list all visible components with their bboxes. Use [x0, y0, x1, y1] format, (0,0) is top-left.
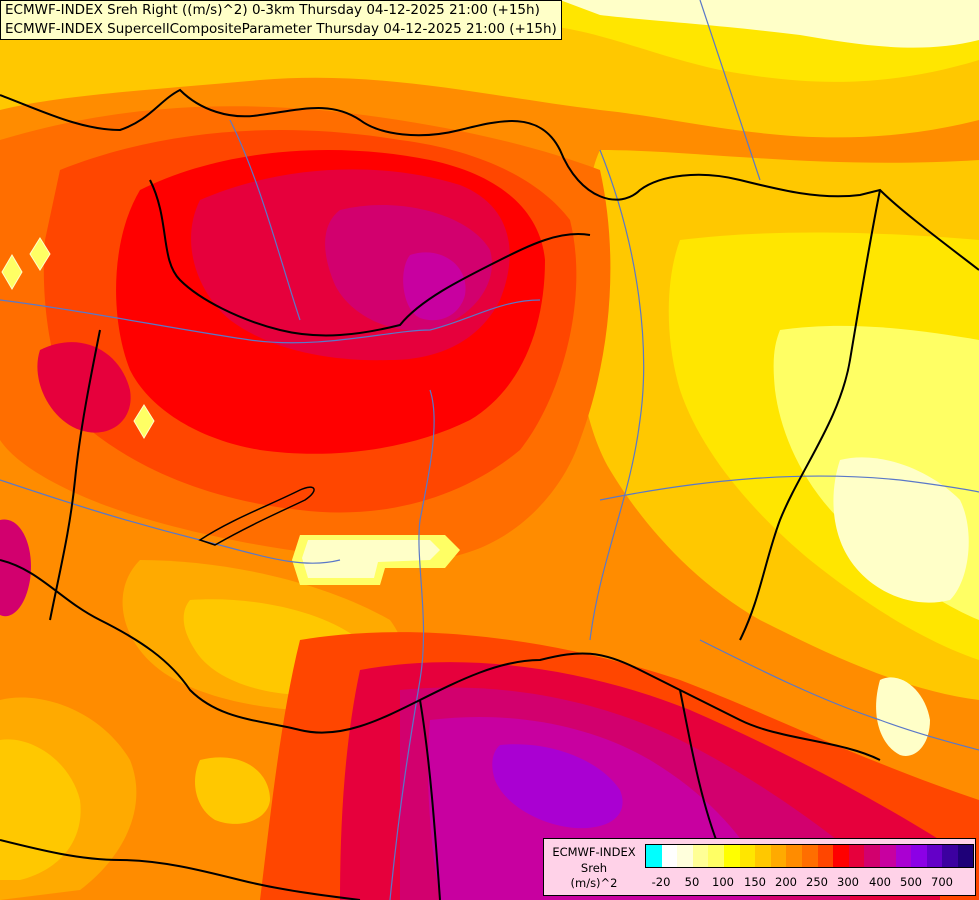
legend-swatch: [942, 845, 958, 867]
legend-tick-label: 300: [837, 875, 859, 889]
legend-swatch: [723, 845, 740, 867]
legend-swatch: [661, 845, 678, 867]
field-west-crimson: [37, 342, 131, 433]
chart-title-box: ECMWF-INDEX Sreh Right ((m/s)^2) 0-3km T…: [0, 0, 562, 40]
legend-tick-label: 150: [744, 875, 766, 889]
title-line-1: ECMWF-INDEX Sreh Right ((m/s)^2) 0-3km T…: [5, 2, 540, 18]
legend-tick-label: -20: [651, 875, 671, 889]
legend: ECMWF-INDEX Sreh (m/s)^2 -20 50 100 150 200 2…: [543, 838, 976, 896]
legend-tick-label: 100: [712, 875, 734, 889]
field-east-pale: [833, 457, 969, 603]
legend-swatch: [786, 845, 802, 867]
legend-ticks: -20 50 100 150 200 250 300 400 500 700: [645, 875, 965, 891]
legend-swatch: [957, 845, 974, 867]
legend-swatch: [692, 845, 709, 867]
field-white-blob-core: [302, 540, 440, 578]
legend-swatch: [926, 845, 943, 867]
legend-title-line2: Sreh: [580, 860, 608, 875]
legend-swatch: [833, 845, 849, 867]
legend-title-line1: ECMWF-INDEX: [552, 845, 636, 859]
scp-diamond-1: [1, 254, 23, 290]
field-purple: [403, 252, 466, 321]
legend-swatch: [817, 845, 834, 867]
legend-swatch: [646, 845, 662, 867]
legend-title: ECMWF-INDEX Sreh (m/s)^2: [546, 845, 642, 892]
legend-swatch: [895, 845, 912, 867]
legend-swatch: [755, 845, 771, 867]
legend-swatch: [677, 845, 693, 867]
country-borders: [0, 88, 979, 900]
scp-diamond-2: [29, 237, 51, 271]
legend-tick-label: 500: [900, 875, 922, 889]
title-line-2: ECMWF-INDEX SupercellCompositeParameter …: [5, 21, 557, 37]
legend-tick-label: 400: [869, 875, 891, 889]
field-s-yellow: [195, 757, 270, 824]
legend-swatch: [848, 845, 865, 867]
legend-title-line3: (m/s)^2: [570, 876, 618, 890]
legend-tick-label: 250: [806, 875, 828, 889]
legend-swatch: [911, 845, 927, 867]
legend-tick-label: 200: [775, 875, 797, 889]
scp-diamond-3: [133, 404, 155, 439]
legend-swatch: [879, 845, 896, 867]
legend-color-bar: [645, 844, 975, 868]
lake-balaton: [198, 486, 315, 546]
field-south-violet: [492, 744, 623, 829]
legend-swatch: [801, 845, 818, 867]
legend-swatch: [739, 845, 756, 867]
legend-swatch: [770, 845, 787, 867]
legend-swatch: [864, 845, 880, 867]
field-east-pale-2: [876, 677, 930, 756]
legend-tick-label: 700: [931, 875, 953, 889]
field-north-pale: [560, 0, 979, 48]
legend-tick-label: 50: [684, 875, 700, 889]
legend-swatch: [708, 845, 724, 867]
field-west-magenta: [0, 519, 31, 617]
